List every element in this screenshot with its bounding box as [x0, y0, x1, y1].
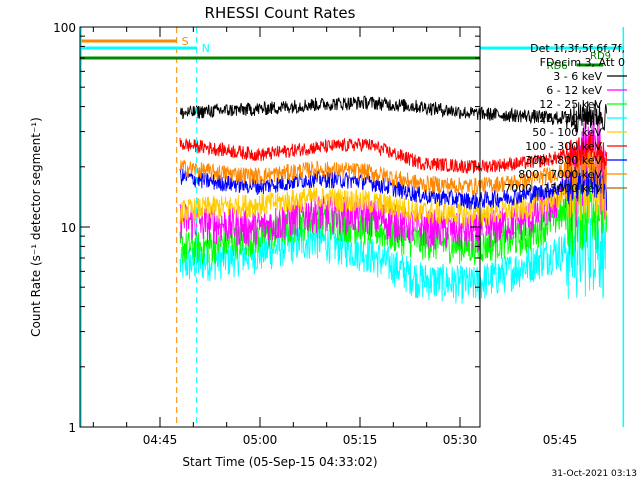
night-marker-label: N	[202, 42, 210, 55]
legend-entry-label: 7000 - 15000 keV	[504, 182, 602, 195]
legend-entry-label: 6 - 12 keV	[546, 84, 602, 97]
y-tick-label: 1	[68, 421, 76, 435]
x-tick-label: 05:00	[243, 433, 278, 447]
x-tick-label: 05:45	[543, 433, 578, 447]
legend-header: Det 1f,3f,5f,6f,7f,	[530, 42, 625, 55]
legend-entry-label: 25 - 50 keV	[539, 112, 602, 125]
series-layer	[179, 95, 608, 304]
legend-entry-label: 100 - 300 keV	[525, 140, 602, 153]
y-tick-label: 10	[61, 221, 76, 235]
legend-header: FDecim 3, Att 0	[540, 56, 625, 69]
chart-title: RHESSI Count Rates	[205, 4, 356, 22]
legend-entry-label: 12 - 25 keV	[539, 98, 602, 111]
legend-entry-label: 50 - 100 keV	[532, 126, 602, 139]
rd9-label: RD9	[590, 51, 611, 62]
y-tick-label: 100	[53, 21, 76, 35]
legend-entry-label: 3 - 6 keV	[553, 70, 602, 83]
series-line	[179, 132, 608, 174]
x-axis-label: Start Time (05-Sep-15 04:33:02)	[182, 455, 377, 469]
attenuator-marker-label: S	[182, 35, 189, 48]
rd6-label: RD6	[547, 61, 568, 72]
legend-entry-label: 300 - 800 keV	[525, 154, 602, 167]
x-tick-label: 05:15	[343, 433, 378, 447]
series-line	[179, 145, 608, 195]
footer-date: 31-Oct-2021 03:13	[552, 469, 637, 479]
legend: Det 1f,3f,5f,6f,7f,FDecim 3, Att 03 - 6 …	[504, 42, 627, 195]
series-line	[179, 160, 608, 211]
y-axis-ticks: 1 10 100	[53, 21, 480, 435]
x-tick-label: 04:45	[143, 433, 178, 447]
marker-layer: SN RD6 RD9	[80, 27, 625, 427]
y-axis-label: Count Rate (s⁻¹ detector segment⁻¹)	[29, 117, 43, 337]
series-line	[179, 95, 608, 133]
x-tick-label: 05:30	[443, 433, 478, 447]
legend-entry-label: 800 - 7000 keV	[518, 168, 602, 181]
